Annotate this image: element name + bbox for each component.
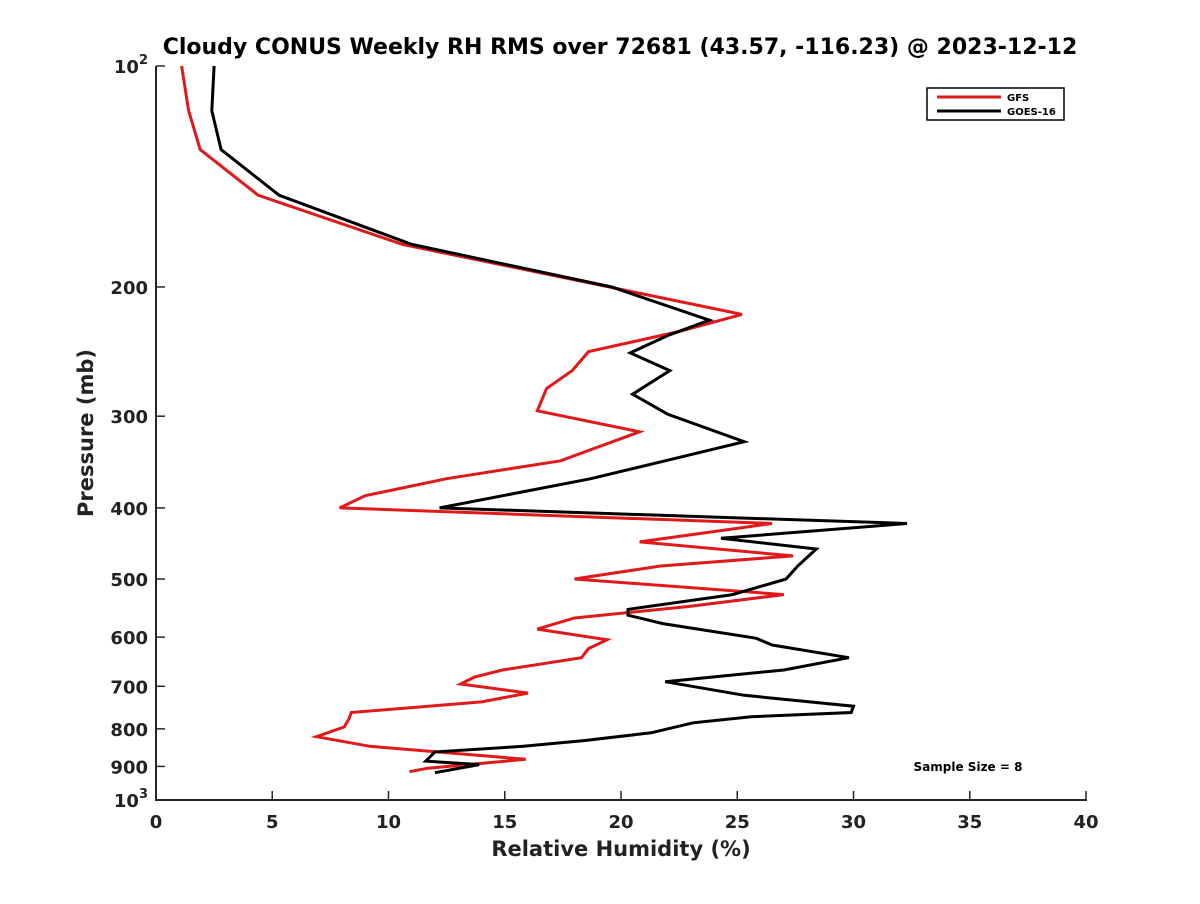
x-tick-label: 15	[492, 812, 517, 833]
sample-size-annotation: Sample Size = 8	[914, 760, 1023, 774]
y-tick-label: 200	[110, 278, 148, 299]
x-tick-label: 30	[841, 812, 866, 833]
x-tick-label: 20	[608, 812, 633, 833]
y-tick-label: 400	[110, 499, 148, 520]
legend: GFS GOES-16	[926, 87, 1065, 121]
x-tick-label: 0	[150, 812, 163, 833]
legend-label: GOES-16	[1007, 107, 1056, 118]
chart-title: Cloudy CONUS Weekly RH RMS over 72681 (4…	[163, 35, 1078, 60]
y-tick-label: 103	[114, 787, 148, 812]
y-tick-label: 500	[110, 570, 148, 591]
y-tick-label: 700	[110, 677, 148, 698]
y-tick-label: 600	[110, 628, 148, 649]
series-layer	[180, 65, 908, 775]
y-tick-label: 300	[110, 407, 148, 428]
axes-layer: 0 5 10 15 20 25 30 35 40 102 200 300 400 500 600 700 800…	[110, 53, 1098, 833]
x-tick-label: 10	[376, 812, 401, 833]
legend-box	[926, 87, 1065, 121]
x-tick-label: 35	[957, 812, 982, 833]
x-tick-label: 5	[266, 812, 279, 833]
series-line-goes-16	[210, 65, 908, 775]
y-tick-label: 102	[114, 53, 148, 78]
y-tick-label: 900	[110, 757, 148, 778]
x-tick-label: 40	[1073, 812, 1098, 833]
x-tick-label: 25	[725, 812, 750, 833]
y-tick-label: 800	[110, 720, 148, 741]
y-axis-label: Pressure (mb)	[74, 349, 98, 517]
legend-label: GFS	[1007, 93, 1029, 104]
plot-area	[156, 66, 1086, 800]
x-axis-label: Relative Humidity (%)	[491, 837, 750, 861]
